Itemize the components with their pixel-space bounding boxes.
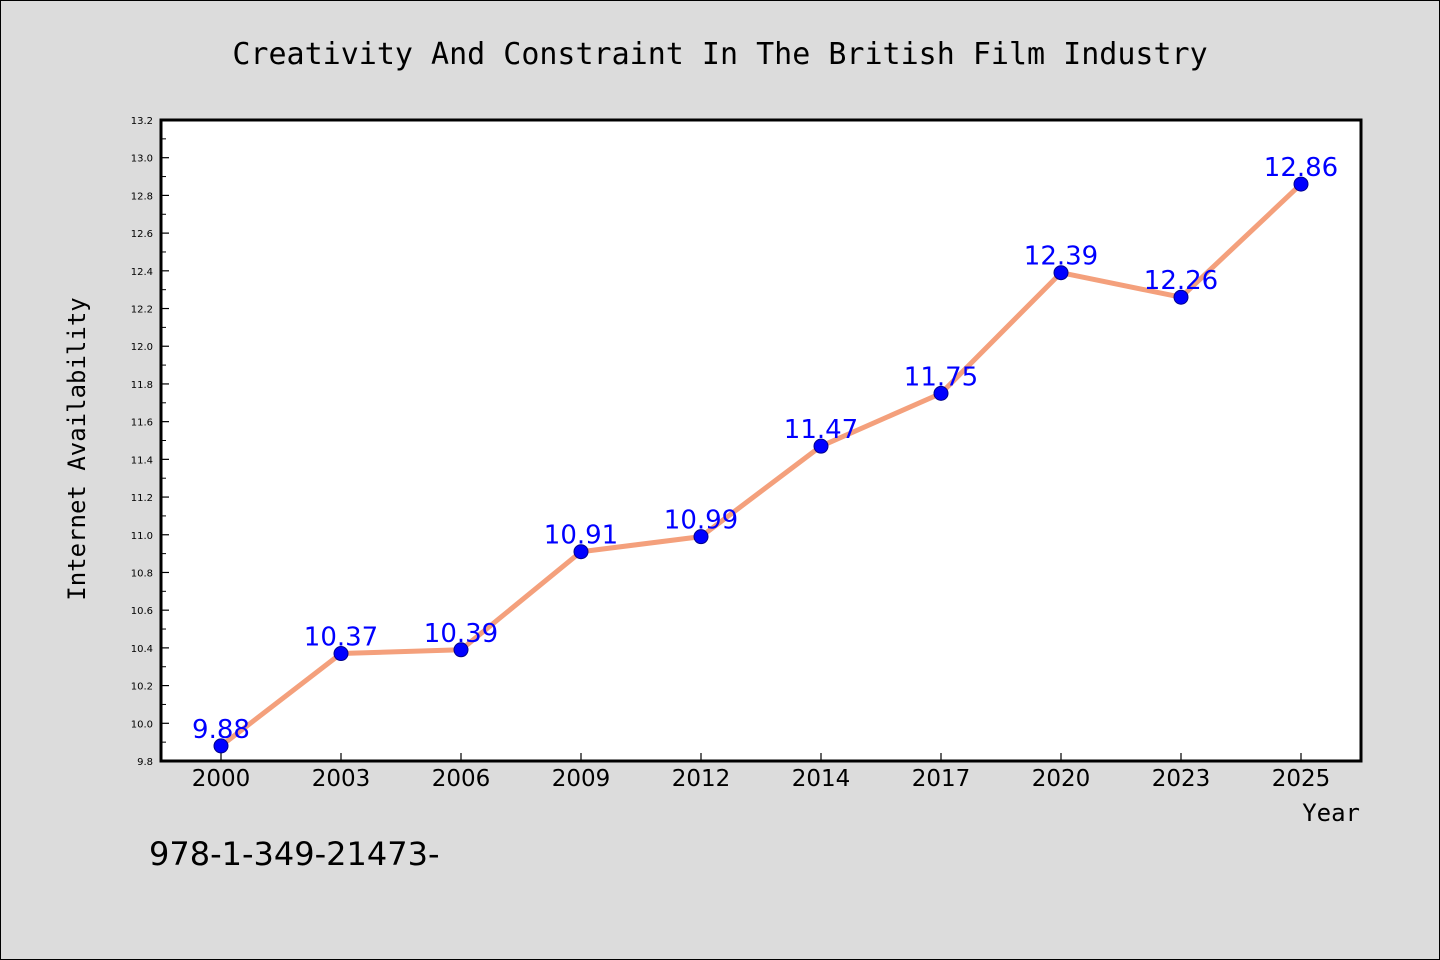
isbn-text: 978-1-349-21473- xyxy=(149,835,440,873)
x-tick-label: 2003 xyxy=(312,766,371,792)
data-point xyxy=(213,738,229,754)
x-tick-label: 2014 xyxy=(792,766,851,792)
y-axis: 9.8 10.0 10.2 10.4 10.6 10.8 11.0 11.2 11.4 11.6 1… xyxy=(131,116,169,768)
chart-title: Creativity And Constraint In The British… xyxy=(232,37,1207,72)
data-label: 9.88 xyxy=(192,715,250,745)
data-label: 10.99 xyxy=(664,506,738,536)
y-tick-label: 12.2 xyxy=(131,305,153,316)
data-label: 12.86 xyxy=(1264,153,1338,183)
y-tick-label: 11.2 xyxy=(131,493,153,504)
data-point xyxy=(693,529,709,545)
series-layer xyxy=(213,176,1309,754)
plot-area xyxy=(159,118,1363,763)
data-label: 12.26 xyxy=(1144,266,1218,296)
y-tick-label: 13.2 xyxy=(131,116,153,127)
x-tick-label: 2025 xyxy=(1272,766,1331,792)
data-point xyxy=(1173,289,1189,305)
data-label: 10.37 xyxy=(304,623,378,653)
x-tick-label: 2009 xyxy=(552,766,611,792)
data-point xyxy=(813,438,829,454)
data-label: 11.47 xyxy=(784,415,858,445)
y-tick-label: 11.8 xyxy=(131,380,153,391)
y-tick-label: 13.0 xyxy=(131,154,153,165)
y-axis-label: Internet Availability xyxy=(63,297,91,600)
y-tick-label: 11.0 xyxy=(131,531,153,542)
y-tick-label: 12.8 xyxy=(131,191,153,202)
y-tick-label: 12.4 xyxy=(131,267,153,278)
y-tick-label: 10.6 xyxy=(131,606,153,617)
data-point xyxy=(1293,176,1309,192)
y-tick-label: 12.6 xyxy=(131,229,153,240)
y-tick-label: 10.0 xyxy=(131,719,153,730)
x-tick-label: 2023 xyxy=(1152,766,1211,792)
data-label: 10.39 xyxy=(424,619,498,649)
y-tick-label: 9.8 xyxy=(137,757,153,768)
data-point xyxy=(573,544,589,560)
x-tick-label: 2000 xyxy=(192,766,251,792)
x-tick-label: 2020 xyxy=(1032,766,1091,792)
y-tick-label: 10.2 xyxy=(131,682,153,693)
data-label: 11.75 xyxy=(904,362,978,392)
data-point xyxy=(333,646,349,662)
data-label: 10.91 xyxy=(544,521,618,551)
series-line xyxy=(218,181,1304,749)
x-tick-label: 2006 xyxy=(432,766,491,792)
y-tick-label: 11.6 xyxy=(131,418,153,429)
x-axis-label: Year xyxy=(1302,799,1360,827)
data-point xyxy=(1053,265,1069,281)
y-tick-label: 12.0 xyxy=(131,342,153,353)
data-point xyxy=(453,642,469,658)
x-axis: 2000 2003 2006 2009 2012 2014 2017 2020 2023 2025 xyxy=(192,753,1331,792)
data-point xyxy=(933,385,949,401)
data-labels: 9.88 10.37 10.39 10.91 10.99 11.47 11.75 12.39 1… xyxy=(192,153,1338,745)
y-tick-label: 10.8 xyxy=(131,568,153,579)
y-tick-label: 11.4 xyxy=(131,455,153,466)
x-tick-label: 2012 xyxy=(672,766,731,792)
x-tick-label: 2017 xyxy=(912,766,971,792)
data-label: 12.39 xyxy=(1024,242,1098,272)
y-tick-label: 10.4 xyxy=(131,644,153,655)
